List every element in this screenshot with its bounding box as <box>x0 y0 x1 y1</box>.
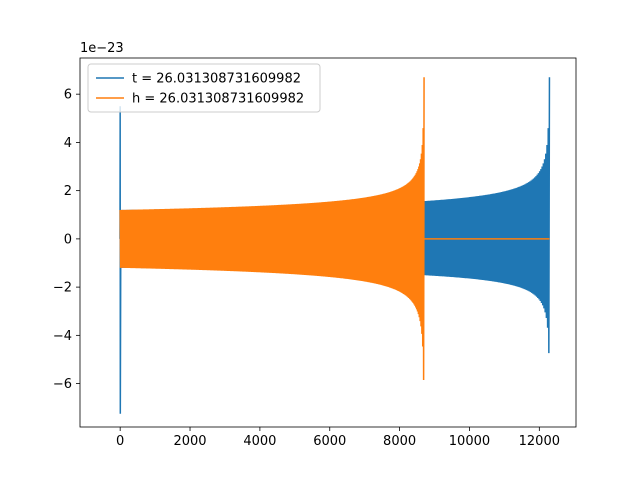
legend-label: t = 26.031308731609982 <box>132 72 301 87</box>
legend-label: h = 26.031308731609982 <box>132 92 304 107</box>
y-tick-label: 6 <box>64 88 72 103</box>
y-tick-label: −2 <box>53 281 72 296</box>
x-tick-label: 2000 <box>173 434 206 449</box>
x-axis-ticks: 0 2000 4000 6000 8000 10000 12000 <box>116 427 560 449</box>
axes-frame <box>79 57 577 428</box>
x-tick-label: 12000 <box>519 434 560 449</box>
y-tick-label: 2 <box>64 184 72 199</box>
y-axis-ticks: −6 −4 −2 0 2 4 6 <box>53 88 80 392</box>
legend: t = 26.031308731609982 h = 26.03130873160… <box>87 63 321 113</box>
y-tick-label: 0 <box>64 232 72 247</box>
legend-box <box>87 63 321 113</box>
y-tick-label: −4 <box>53 329 72 344</box>
y-tick-label: 4 <box>64 136 72 151</box>
y-offset-label: 1e−23 <box>80 41 124 56</box>
x-tick-label: 0 <box>116 434 124 449</box>
x-tick-label: 6000 <box>313 434 346 449</box>
x-tick-label: 10000 <box>449 434 490 449</box>
x-tick-label: 8000 <box>383 434 416 449</box>
series-h-line <box>119 77 425 381</box>
plot-lines <box>119 77 551 414</box>
y-tick-label: −6 <box>53 377 72 392</box>
x-tick-label: 4000 <box>243 434 276 449</box>
